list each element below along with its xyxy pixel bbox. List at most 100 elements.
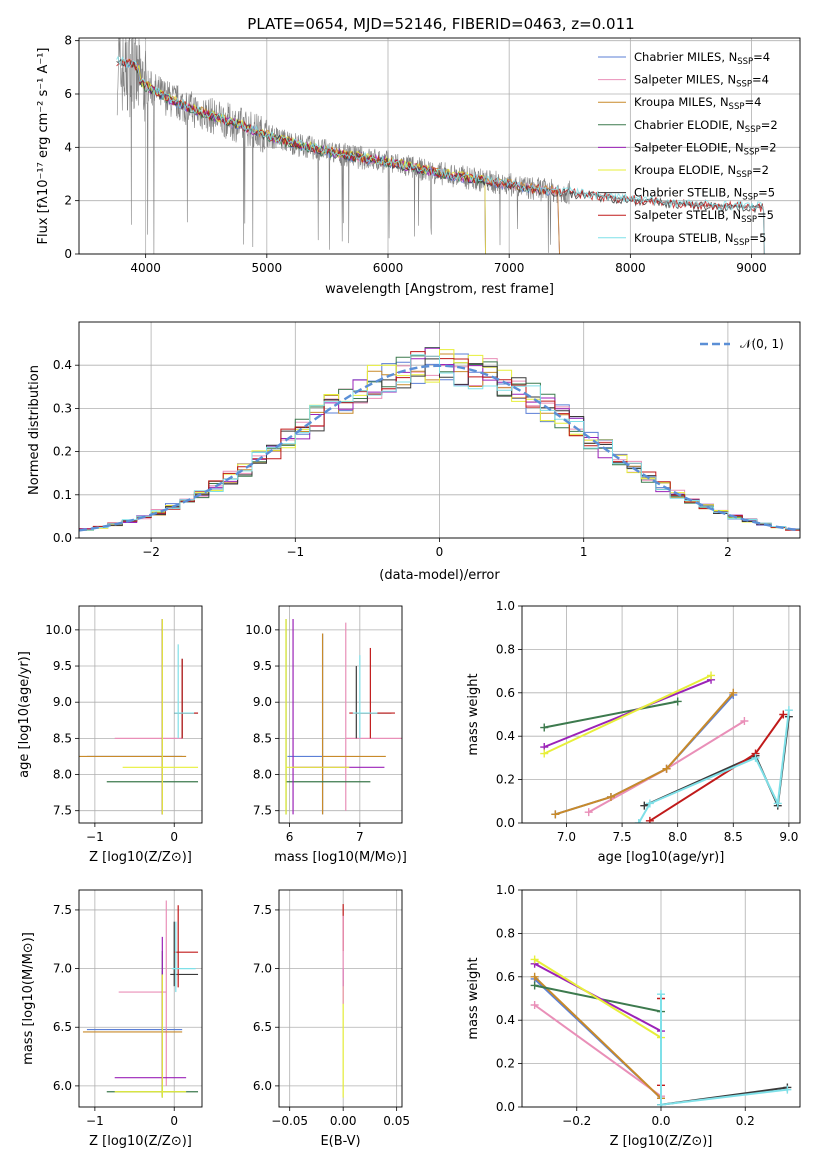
y-tick-label: 8.0	[53, 768, 72, 782]
spectrum-legend: Chabrier MILES, NSSP=4 Salpeter MILES, NS…	[598, 50, 778, 248]
y-tick-label: 0.1	[53, 488, 72, 502]
x-tick-label: 0.00	[330, 1114, 357, 1128]
weight-marker	[606, 792, 615, 801]
y-tick-label: 6.0	[53, 1079, 72, 1093]
y-tick-label: 0.3	[53, 401, 72, 415]
y-tick-label: 10.0	[245, 623, 272, 637]
legend-value: =2	[761, 118, 778, 132]
weight-marker	[773, 799, 782, 808]
legend-value: =2	[760, 140, 777, 154]
weight-marker	[707, 671, 716, 680]
residuals-plot-area	[79, 347, 800, 532]
x-tick-label: 9000	[736, 261, 767, 275]
y-tick-label: 0.4	[496, 1013, 515, 1027]
x-tick-label: 9.0	[779, 830, 798, 844]
x-tick-label: −0.2	[562, 1114, 591, 1128]
x-tick-label: 8000	[615, 261, 646, 275]
weight-marker	[657, 990, 665, 999]
x-tick-label: 1	[580, 545, 588, 559]
y-tick-label: 7.0	[53, 962, 72, 976]
y-tick-label: 0.8	[496, 642, 515, 656]
y-tick-label: 2	[64, 194, 72, 208]
age_vs_Z-plot-area	[79, 619, 199, 815]
x-tick-label: 0	[170, 1114, 178, 1128]
y-tick-label: 9.5	[253, 659, 272, 673]
weight-marker	[783, 1085, 792, 1094]
residuals-axes: −2 −1 0 1 2 0.0 0.1 0.2 0.3 0.4	[53, 322, 800, 559]
legend-value: =4	[744, 95, 761, 109]
weight-line-kroupa-elodie	[534, 958, 662, 1039]
legend-entry: 𝒩(0, 1)	[740, 337, 784, 351]
legend-entry: Salpeter ELODIE, NSSP=2	[634, 140, 777, 157]
y-tick-label: 7.0	[253, 962, 272, 976]
weight_vs_Z-plot-area	[530, 955, 792, 1107]
x-tick-label: −1	[86, 1114, 104, 1128]
x-tick-label: 6	[286, 830, 294, 844]
weight-marker	[530, 1001, 539, 1010]
x-tick-label: −1	[286, 545, 304, 559]
x-axis-label: E(B-V)	[320, 1134, 360, 1149]
model-spectrum-kroupa-stelib	[116, 55, 765, 254]
weight-marker	[530, 955, 539, 964]
weight-marker	[662, 764, 671, 773]
residuals-frame	[78, 321, 801, 539]
weight-marker	[640, 801, 649, 810]
x-tick-label: 0	[436, 545, 444, 559]
x-axis-label: Z [log10(Z/Z⊙)]	[89, 850, 192, 865]
legend-subscript: SSP	[741, 215, 757, 225]
weight-marker	[634, 819, 643, 823]
weight-line-chabrier-miles	[555, 694, 735, 816]
weight-line-chabrier-elodie	[544, 700, 678, 729]
y-axis-label: mass weight	[466, 673, 481, 755]
weight-line-kroupa-stelib	[660, 994, 788, 1106]
weight-line-kroupa-miles	[533, 976, 662, 1100]
weight-marker	[551, 810, 560, 819]
legend-entry: Chabrier ELODIE, NSSP=2	[634, 118, 778, 135]
y-tick-label: 9.0	[253, 695, 272, 709]
x-axis-label: mass [log10(M/M⊙)]	[274, 850, 407, 865]
x-tick-label: −2	[142, 545, 160, 559]
x-tick-label: 7.0	[557, 830, 576, 844]
weight-marker	[530, 981, 539, 990]
y-tick-label: 10.0	[45, 623, 72, 637]
x-tick-label: 6000	[373, 261, 404, 275]
y-tick-label: 0.0	[496, 816, 515, 830]
weight-line-kroupa-elodie	[543, 674, 712, 755]
y-tick-label: 0.0	[496, 1100, 515, 1114]
y-tick-label: 9.5	[53, 659, 72, 673]
weight-marker	[751, 753, 760, 762]
legend-value: =4	[752, 73, 769, 87]
weight-marker	[657, 1100, 665, 1107]
x-axis-label: (data-model)/error	[379, 568, 500, 583]
weight-marker	[779, 710, 788, 719]
y-tick-label: 7.5	[53, 903, 72, 917]
weight-marker	[729, 688, 738, 697]
x-tick-label: 4000	[130, 261, 161, 275]
y-axis-label: Flux [fλ10⁻¹⁷ erg cm⁻² s⁻¹ A⁻¹]	[36, 48, 51, 245]
y-tick-label: 8.5	[253, 731, 272, 745]
x-tick-label: 8.5	[724, 830, 743, 844]
legend-entry: Kroupa MILES, NSSP=4	[634, 95, 761, 112]
weight-marker	[584, 808, 593, 817]
y-tick-label: 6.5	[53, 1020, 72, 1034]
y-axis-label: age [log10(age/yr)]	[17, 651, 32, 778]
mass_vs_Z-plot-area	[82, 900, 199, 1098]
y-tick-label: 0.8	[496, 926, 515, 940]
y-axis-label: Normed distribution	[27, 365, 42, 495]
weight-line-chabrier-stelib	[643, 716, 790, 810]
x-axis-label: Z [log10(Z/Z⊙)]	[610, 1134, 713, 1149]
x-axis-label: age [log10(age/yr)]	[598, 850, 725, 865]
y-tick-label: 8	[64, 34, 72, 48]
legend-subscript: SSP	[744, 147, 760, 157]
legend-subscript: SSP	[736, 80, 752, 90]
y-tick-label: 9.0	[53, 695, 72, 709]
legend-subscript: SSP	[737, 57, 753, 67]
y-axis-label: mass [log10(M/M⊙)]	[21, 932, 36, 1065]
legend-subscript: SSP	[729, 102, 745, 112]
age_vs_Z-axes: −1 0 7.5 8.0 8.5 9.0 9.5 10.0	[45, 606, 202, 844]
x-tick-label: 7.5	[613, 830, 632, 844]
model-spectrum-salpeter-elodie	[135, 63, 486, 254]
age_vs_mass-frame	[278, 605, 403, 824]
weight-marker	[645, 816, 654, 823]
